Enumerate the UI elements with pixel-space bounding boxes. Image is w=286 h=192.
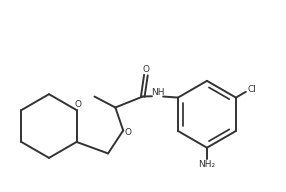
Text: Cl: Cl [248,85,257,94]
Text: O: O [74,100,82,109]
Text: NH: NH [151,88,164,97]
Text: O: O [124,127,131,137]
Text: O: O [142,65,149,74]
Text: NH₂: NH₂ [198,160,216,169]
